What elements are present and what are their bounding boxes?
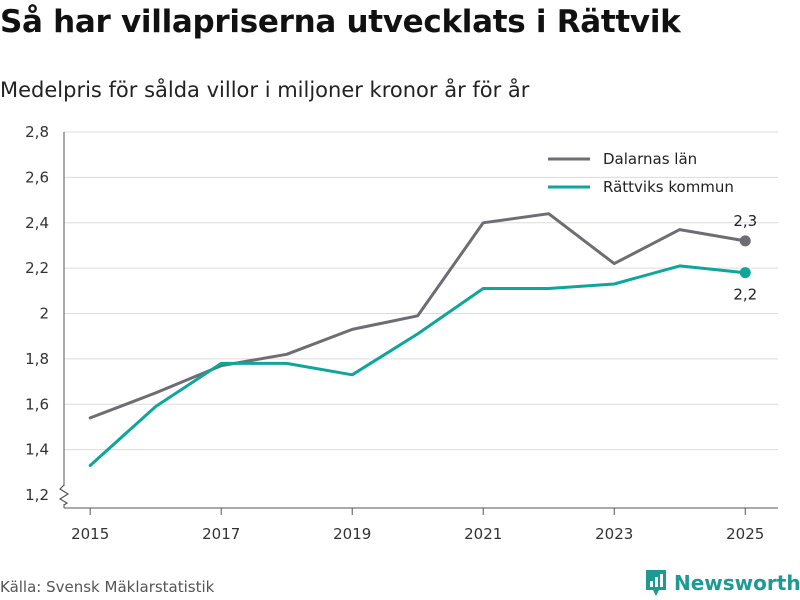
y-tick-label: 1,2	[25, 486, 49, 504]
x-tick-label: 2017	[202, 525, 240, 543]
y-tick-label: 2,8	[25, 123, 49, 141]
end-label-rättviks-kommun: 2,2	[733, 286, 757, 304]
newsworthy-logo-icon	[646, 570, 666, 596]
legend-bg	[543, 151, 765, 167]
legend-label: Dalarnas län	[603, 150, 697, 168]
legend-bg	[543, 179, 765, 195]
y-tick-label: 2,6	[25, 168, 49, 186]
y-tick-label: 2,2	[25, 259, 49, 277]
y-tick-label: 2,4	[25, 214, 49, 232]
y-tick-label: 2	[39, 305, 49, 323]
brand-name: Newsworthy	[674, 571, 800, 595]
source-note: Källa: Svensk Mäklarstatistik	[0, 578, 215, 596]
y-tick-label: 1,8	[25, 350, 49, 368]
axis-break-icon	[58, 484, 70, 506]
series-line-dalarnas-län	[88, 212, 747, 420]
y-tick-label: 1,4	[25, 441, 49, 459]
chart-subtitle: Medelpris för sålda villor i miljoner kr…	[0, 78, 530, 102]
end-point-dalarnas-län	[739, 235, 751, 247]
chart-title: Så har villapriserna utvecklats i Rättvi…	[0, 4, 681, 40]
brand: Newsworthy	[644, 568, 800, 598]
series-line-rättviks-kommun	[88, 264, 747, 467]
x-tick-label: 2023	[595, 525, 633, 543]
x-tick-label: 2021	[464, 525, 502, 543]
x-tick-label: 2025	[726, 525, 764, 543]
end-label-dalarnas-län: 2,3	[733, 212, 757, 230]
x-tick-label: 2019	[333, 525, 371, 543]
x-tick-label: 2015	[71, 525, 109, 543]
y-tick-label: 1,6	[25, 395, 49, 413]
legend-label: Rättviks kommun	[603, 178, 734, 196]
end-point-rättviks-kommun	[739, 267, 751, 279]
